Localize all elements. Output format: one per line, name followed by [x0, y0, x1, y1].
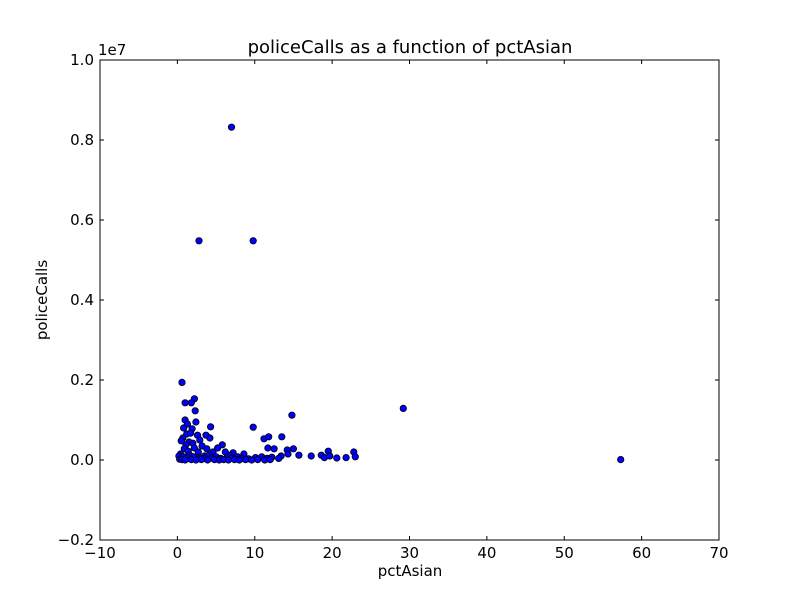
y-tick-label: 0.4 — [70, 291, 94, 309]
data-point — [195, 237, 203, 245]
data-point — [264, 444, 272, 452]
data-point — [235, 456, 243, 464]
data-point — [203, 445, 211, 453]
data-point — [214, 444, 222, 452]
data-point — [204, 456, 212, 464]
y-tick-label: 0.6 — [70, 211, 94, 229]
data-point — [197, 455, 205, 464]
data-point — [207, 423, 215, 431]
data-point — [180, 424, 188, 432]
x-axis-label: pctAsian — [378, 562, 443, 580]
data-point — [265, 433, 273, 441]
data-point — [191, 407, 199, 415]
data-point — [351, 453, 359, 461]
plot-area — [99, 59, 720, 541]
x-tick-label: 0 — [173, 544, 183, 562]
data-point — [270, 445, 278, 453]
data-point — [224, 456, 232, 464]
data-point — [288, 411, 296, 419]
x-tick-label: 10 — [245, 544, 264, 562]
data-point — [399, 404, 407, 412]
data-point — [249, 237, 257, 245]
data-point — [254, 455, 262, 464]
y-offset-label: 1e7 — [98, 41, 126, 59]
data-point — [181, 456, 189, 464]
data-point — [326, 452, 334, 460]
x-tick-label: 50 — [555, 544, 574, 562]
data-point — [241, 455, 250, 464]
y-axis-label: policeCalls — [33, 260, 51, 341]
data-point — [187, 399, 195, 407]
x-tick-label: 30 — [400, 544, 419, 562]
data-point — [278, 433, 286, 441]
data-point — [284, 450, 292, 458]
axis-ticks: −10 0 10 20 30 40 50 60 70 −0.2 0.0 0.2 0.4 0.6 0.8 1.0 — [58, 51, 729, 562]
y-tick-label: 0.0 — [70, 451, 94, 469]
data-point — [617, 455, 625, 464]
data-point — [181, 399, 189, 407]
data-point — [307, 452, 315, 460]
data-point — [289, 445, 297, 453]
data-point — [342, 453, 350, 462]
y-tick-label: 0.2 — [70, 371, 94, 389]
data-point — [275, 454, 283, 462]
data-point — [333, 454, 341, 462]
x-tick-label: 60 — [632, 544, 651, 562]
chart-title: policeCalls as a function of pctAsian — [248, 37, 573, 58]
data-point — [295, 451, 303, 459]
y-tick-label: −0.2 — [58, 531, 94, 549]
data-point — [196, 436, 204, 444]
data-point — [206, 434, 214, 442]
data-point — [249, 423, 257, 431]
data-point — [178, 378, 186, 386]
data-point — [186, 429, 195, 437]
data-point — [266, 455, 274, 464]
data-point — [248, 456, 256, 464]
y-tick-label: 0.8 — [70, 131, 94, 149]
data-point — [177, 437, 185, 445]
x-tick-label: 40 — [477, 544, 496, 562]
x-tick-label: 20 — [323, 544, 342, 562]
x-tick-label: 70 — [709, 544, 728, 562]
data-point — [227, 123, 236, 131]
x-tick-label: −10 — [84, 544, 116, 562]
y-tick-label: 1.0 — [70, 51, 94, 69]
data-points — [175, 123, 625, 464]
data-point — [192, 418, 200, 426]
